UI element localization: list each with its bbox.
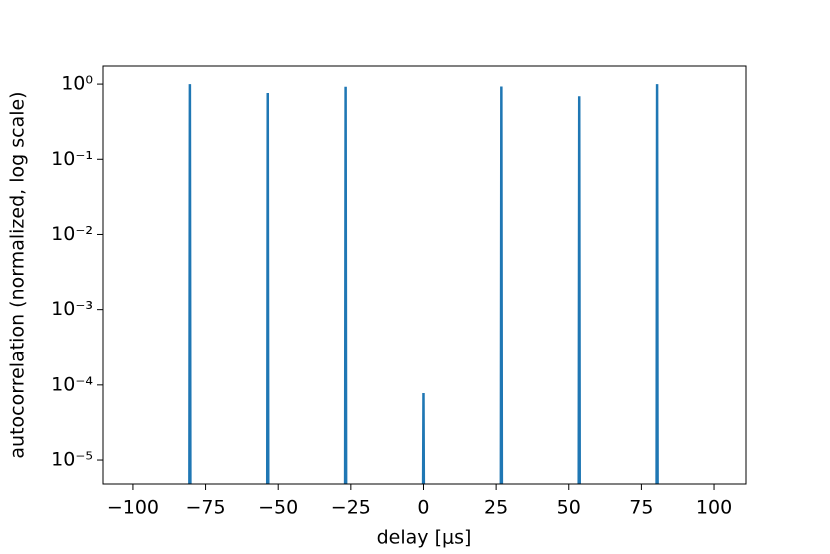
x-tick-label: 75 [629,497,653,519]
x-tick-label: 25 [484,497,508,519]
x-tick-label: 0 [417,497,429,519]
x-tick-label: −100 [107,497,159,519]
y-tick-label: 10⁻³ [51,298,93,320]
y-tick-label: 10⁻¹ [51,148,93,170]
plot-frame [102,65,747,485]
x-tick-label: 100 [696,497,732,519]
y-axis-label: autocorrelation (normalized, log scale) [7,91,29,458]
x-tick-label: −25 [331,497,371,519]
x-axis-label: delay [μs] [377,527,472,549]
series-line [188,84,659,484]
y-tick-label: 10⁻⁴ [51,373,93,395]
x-tick-label: −75 [186,497,226,519]
y-tick-label: 10⁰ [61,73,93,95]
y-tick-label: 10⁻⁵ [51,449,93,471]
y-tick-label: 10⁻² [51,223,93,245]
x-tick-label: 50 [557,497,581,519]
x-tick-label: −50 [258,497,298,519]
